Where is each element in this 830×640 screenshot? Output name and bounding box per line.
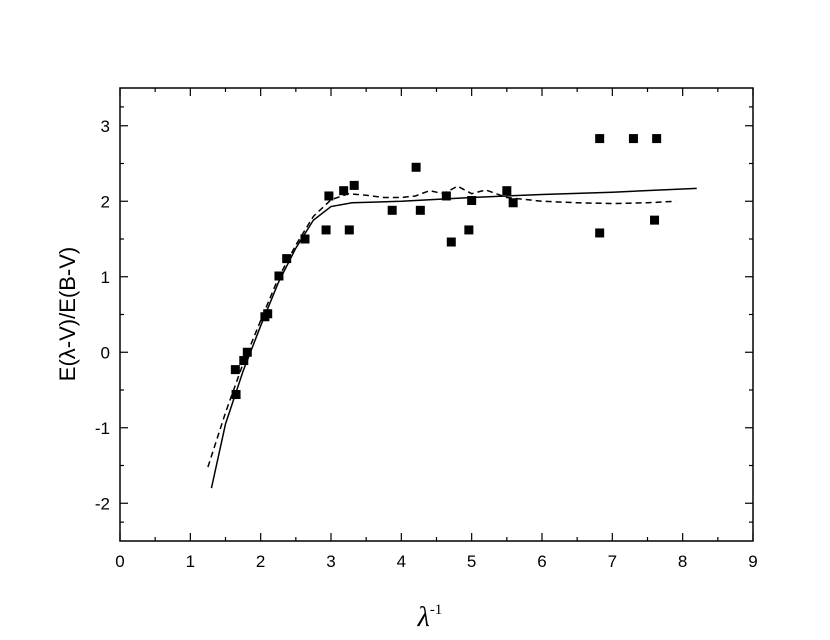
data-point [324, 191, 334, 201]
data-point [628, 134, 638, 144]
data-point [650, 215, 660, 225]
curve [210, 187, 697, 489]
x-tick-label: 8 [678, 552, 687, 571]
data-point [502, 186, 512, 196]
y-tick-label: 0 [101, 343, 110, 362]
x-tick-label: 4 [397, 552, 406, 571]
data-point [282, 254, 292, 264]
x-tick-label: 1 [186, 552, 195, 571]
data-point [339, 186, 349, 196]
data-point [349, 180, 359, 190]
data-point [230, 365, 240, 375]
data-point [595, 228, 605, 238]
data-point [595, 134, 605, 144]
data-point [652, 134, 662, 144]
y-tick-label: 1 [101, 268, 110, 287]
data-point [300, 234, 310, 244]
x-tick-label: 6 [537, 552, 546, 571]
data-point [441, 191, 451, 201]
x-tick-label: 9 [748, 552, 757, 571]
x-tick-label: 2 [256, 552, 265, 571]
y-tick-label: 2 [101, 192, 110, 211]
data-point [508, 198, 518, 208]
x-label-base: λ [417, 602, 430, 633]
x-tick-label: 5 [467, 552, 476, 571]
x-tick-label: 7 [608, 552, 617, 571]
data-point [446, 237, 456, 247]
data-point [321, 225, 331, 235]
x-tick-label: 3 [326, 552, 335, 571]
y-axis-label: E(λ-V)/E(B-V) [55, 247, 80, 381]
x-label-sup: -1 [430, 602, 443, 618]
data-point [411, 162, 421, 172]
data-point [464, 225, 474, 235]
data-point [467, 195, 477, 205]
y-tick-label: -1 [95, 419, 110, 438]
y-tick-label: 3 [101, 117, 110, 136]
data-point [344, 225, 354, 235]
data-point [415, 205, 425, 215]
data-point [263, 309, 273, 319]
curve [207, 185, 676, 468]
x-tick-label: 0 [115, 552, 124, 571]
y-tick-label: -2 [95, 494, 110, 513]
x-axis-label: λ-1 [417, 602, 443, 633]
data-point [387, 205, 397, 215]
